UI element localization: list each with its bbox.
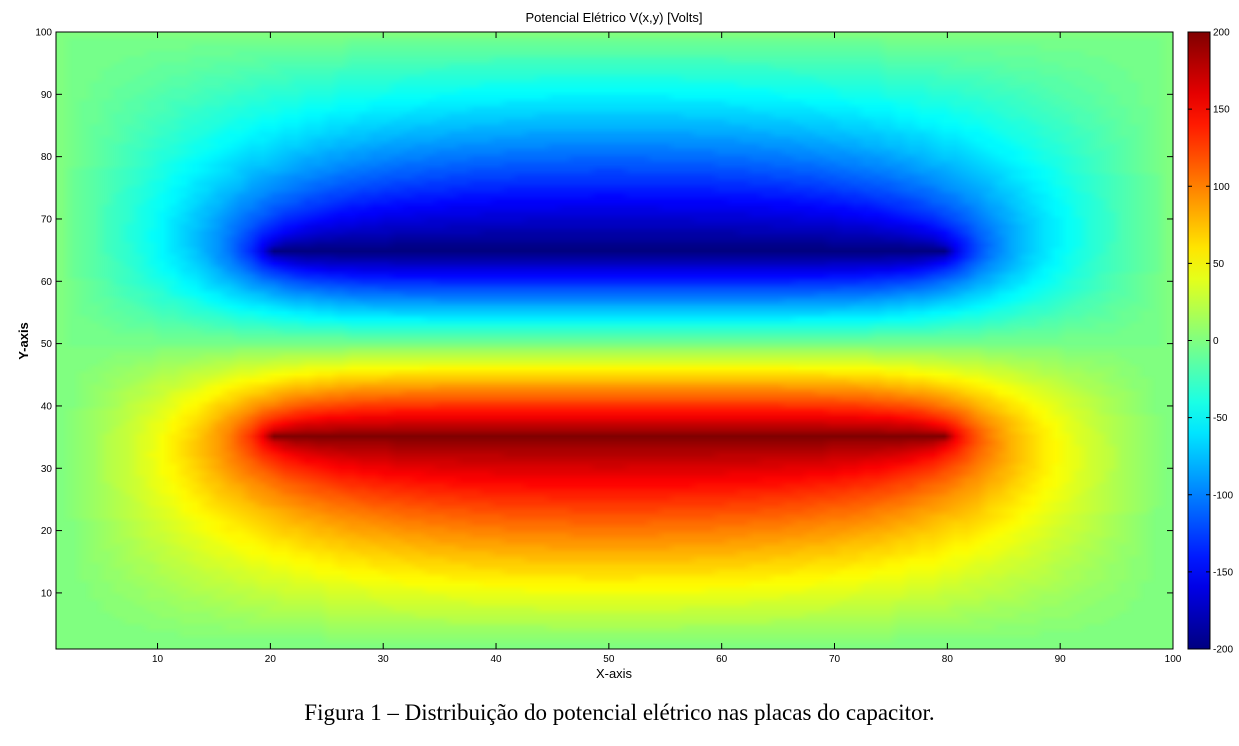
x-axis-label: X-axis	[596, 666, 633, 681]
colorbar-tick-label: -200	[1213, 645, 1233, 656]
y-tick-label: 40	[41, 401, 53, 412]
colorbar-tick-label: -50	[1213, 413, 1228, 424]
plot-area	[56, 32, 1173, 649]
x-tick-label: 20	[265, 654, 277, 665]
colorbar-tick-label: -150	[1213, 567, 1233, 578]
y-tick-label: 60	[41, 277, 53, 288]
colorbar: 200 150 100 50 0 -50 -100 -150 -200	[1187, 28, 1233, 656]
x-tick-label: 90	[1055, 654, 1067, 665]
potential-contour-chart: 10 20 30 40 50 60 70 80 90 100 10 20 30 40 50 60 70 80 90 1…	[16, 10, 1233, 681]
colorbar-tick-label: -100	[1213, 490, 1233, 501]
x-tick-label: 100	[1165, 654, 1182, 665]
y-tick-label: 30	[41, 464, 53, 475]
potential-field-surface	[56, 32, 1173, 649]
colorbar-tick-label: 200	[1213, 28, 1230, 39]
y-tick-label: 90	[41, 90, 53, 101]
x-tick-label: 70	[829, 654, 841, 665]
colorbar-tick-label: 150	[1213, 105, 1230, 116]
x-tick-label: 50	[603, 654, 615, 665]
y-tick-label: 10	[41, 588, 53, 599]
x-tick-label: 10	[152, 654, 164, 665]
axes-box	[55, 31, 1174, 650]
y-tick-label: 100	[35, 28, 52, 39]
x-tick-label: 80	[942, 654, 954, 665]
figure-caption: Figura 1 – Distribuição do potencial elé…	[304, 700, 935, 725]
y-tick-label: 70	[41, 214, 53, 225]
y-tick-label: 80	[41, 152, 53, 163]
chart-title: Potencial Elétrico V(x,y) [Volts]	[525, 10, 702, 25]
axes: 10 20 30 40 50 60 70 80 90 100 10 20 30 40 50 60 70 80 90 1…	[35, 28, 1181, 666]
colorbar-tick-label: 100	[1213, 182, 1230, 193]
colorbar-tick-label: 50	[1213, 259, 1225, 270]
y-tick-label: 50	[41, 339, 53, 350]
x-tick-label: 30	[378, 654, 390, 665]
y-axis-label: Y-axis	[16, 322, 31, 360]
x-tick-label: 60	[716, 654, 728, 665]
x-tick-label: 40	[490, 654, 502, 665]
y-tick-label: 20	[41, 526, 53, 537]
colorbar-tick-label: 0	[1213, 336, 1219, 347]
